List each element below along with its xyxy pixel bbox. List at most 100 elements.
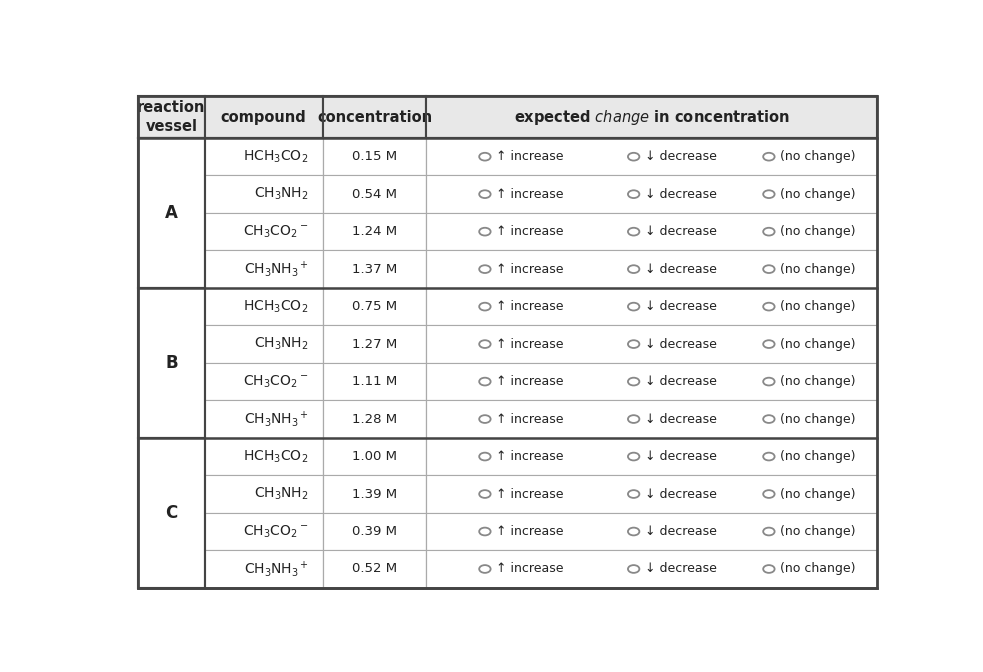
Text: CH$_3$NH$_2$: CH$_3$NH$_2$	[255, 486, 309, 502]
Text: compound: compound	[221, 110, 307, 124]
Bar	[204, 251, 322, 288]
Text: ↓ decrease: ↓ decrease	[645, 263, 717, 276]
Text: (no change): (no change)	[781, 263, 856, 276]
Bar	[427, 513, 877, 550]
Text: A: A	[165, 204, 178, 222]
Text: 1.00 M: 1.00 M	[352, 450, 397, 463]
Text: ↓ decrease: ↓ decrease	[645, 525, 717, 538]
Bar	[427, 437, 877, 475]
Bar	[427, 138, 877, 175]
Bar	[322, 513, 427, 550]
Bar	[427, 251, 877, 288]
Text: B: B	[165, 354, 178, 372]
Text: 1.37 M: 1.37 M	[352, 263, 397, 276]
Bar	[138, 288, 204, 437]
Bar	[138, 437, 204, 588]
Text: ↓ decrease: ↓ decrease	[645, 187, 717, 201]
Text: CH$_3$CO$_2$$^-$: CH$_3$CO$_2$$^-$	[244, 224, 309, 240]
Bar	[322, 550, 427, 588]
Bar	[204, 475, 322, 513]
Text: ↑ increase: ↑ increase	[496, 413, 564, 425]
Text: expected $\mathit{change}$ in concentration: expected $\mathit{change}$ in concentrat…	[514, 108, 789, 126]
Text: C: C	[165, 504, 178, 521]
Bar	[427, 325, 877, 363]
Text: ↓ decrease: ↓ decrease	[645, 487, 717, 501]
Text: ↑ increase: ↑ increase	[496, 337, 564, 351]
Bar	[204, 325, 322, 363]
Text: ↑ increase: ↑ increase	[496, 225, 564, 238]
Bar	[322, 437, 427, 475]
Text: CH$_3$NH$_2$: CH$_3$NH$_2$	[255, 336, 309, 352]
Text: (no change): (no change)	[781, 337, 856, 351]
Text: (no change): (no change)	[781, 413, 856, 425]
Text: HCH$_3$CO$_2$: HCH$_3$CO$_2$	[244, 149, 309, 165]
Bar	[427, 96, 877, 138]
Bar	[322, 138, 427, 175]
Bar	[322, 401, 427, 437]
Text: 0.15 M: 0.15 M	[352, 150, 397, 163]
Bar	[204, 437, 322, 475]
Text: 0.39 M: 0.39 M	[352, 525, 397, 538]
Text: ↑ increase: ↑ increase	[496, 525, 564, 538]
Text: 1.39 M: 1.39 M	[352, 487, 397, 501]
Bar	[204, 138, 322, 175]
Text: (no change): (no change)	[781, 187, 856, 201]
Text: ↓ decrease: ↓ decrease	[645, 300, 717, 313]
Bar	[204, 175, 322, 213]
Bar	[427, 175, 877, 213]
Bar	[322, 325, 427, 363]
Text: ↑ increase: ↑ increase	[496, 450, 564, 463]
Text: ↓ decrease: ↓ decrease	[645, 225, 717, 238]
Bar	[322, 96, 427, 138]
Bar	[322, 363, 427, 401]
Text: (no change): (no change)	[781, 150, 856, 163]
Bar	[204, 213, 322, 251]
Text: 0.75 M: 0.75 M	[352, 300, 397, 313]
Bar	[427, 288, 877, 325]
Bar	[322, 251, 427, 288]
Text: ↑ increase: ↑ increase	[496, 187, 564, 201]
Text: concentration: concentration	[318, 110, 433, 124]
Bar	[322, 175, 427, 213]
Text: (no change): (no change)	[781, 525, 856, 538]
Bar	[204, 96, 322, 138]
Bar	[322, 213, 427, 251]
Text: (no change): (no change)	[781, 300, 856, 313]
Bar	[427, 213, 877, 251]
Text: CH$_3$CO$_2$$^-$: CH$_3$CO$_2$$^-$	[244, 523, 309, 540]
Text: 1.24 M: 1.24 M	[352, 225, 397, 238]
Text: 1.11 M: 1.11 M	[352, 375, 397, 388]
Text: CH$_3$NH$_3$$^+$: CH$_3$NH$_3$$^+$	[244, 259, 309, 279]
Text: (no change): (no change)	[781, 375, 856, 388]
Text: HCH$_3$CO$_2$: HCH$_3$CO$_2$	[244, 448, 309, 465]
Text: 1.27 M: 1.27 M	[352, 337, 397, 351]
Text: ↓ decrease: ↓ decrease	[645, 413, 717, 425]
Bar	[204, 363, 322, 401]
Text: ↑ increase: ↑ increase	[496, 562, 564, 575]
Text: ↑ increase: ↑ increase	[496, 487, 564, 501]
Bar	[427, 550, 877, 588]
Bar	[322, 288, 427, 325]
Text: ↓ decrease: ↓ decrease	[645, 450, 717, 463]
Bar	[427, 401, 877, 437]
Text: ↑ increase: ↑ increase	[496, 263, 564, 276]
Bar	[427, 363, 877, 401]
Bar	[138, 138, 204, 288]
Bar	[204, 401, 322, 437]
Text: ↓ decrease: ↓ decrease	[645, 562, 717, 575]
Text: ↓ decrease: ↓ decrease	[645, 150, 717, 163]
Bar	[204, 550, 322, 588]
Bar	[204, 513, 322, 550]
Text: ↓ decrease: ↓ decrease	[645, 375, 717, 388]
Text: (no change): (no change)	[781, 487, 856, 501]
Text: 1.28 M: 1.28 M	[352, 413, 397, 425]
Bar	[322, 475, 427, 513]
Text: CH$_3$NH$_3$$^+$: CH$_3$NH$_3$$^+$	[244, 409, 309, 429]
Text: HCH$_3$CO$_2$: HCH$_3$CO$_2$	[244, 298, 309, 314]
Bar	[138, 96, 204, 138]
Text: (no change): (no change)	[781, 225, 856, 238]
Text: 0.54 M: 0.54 M	[352, 187, 397, 201]
Text: CH$_3$NH$_2$: CH$_3$NH$_2$	[255, 186, 309, 202]
Text: ↓ decrease: ↓ decrease	[645, 337, 717, 351]
Text: CH$_3$CO$_2$$^-$: CH$_3$CO$_2$$^-$	[244, 374, 309, 390]
